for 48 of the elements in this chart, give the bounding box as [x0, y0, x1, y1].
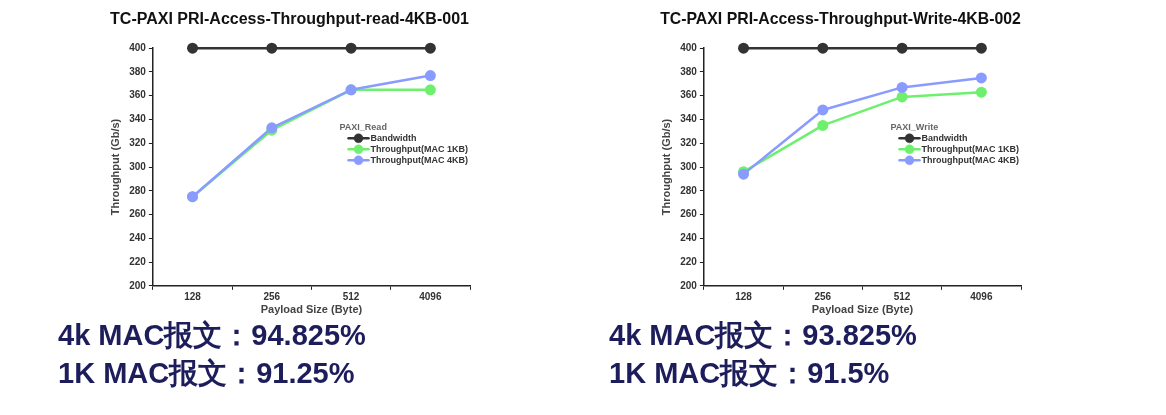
legend-label: Throughput(MAC 4KB) [370, 154, 469, 165]
x-tick-label: 4096 [970, 290, 993, 302]
y-tick-label: 380 [129, 65, 147, 77]
legend-label: Throughput(MAC 4KB) [921, 154, 1020, 165]
x-tick-label: 4096 [419, 290, 442, 302]
x-axis-title: Payload Size (Byte) [811, 303, 914, 316]
legend-label: Throughput(MAC 1KB) [370, 143, 469, 154]
x-tick-label: 128 [184, 290, 202, 302]
y-tick-label: 200 [129, 279, 147, 291]
x-axis-title: Payload Size (Byte) [260, 303, 363, 316]
y-tick-label: 400 [129, 41, 147, 53]
y-tick-label: 260 [129, 208, 147, 220]
y-tick-label: 360 [129, 89, 147, 101]
y-tick-label: 240 [680, 232, 698, 244]
y-tick-label: 320 [680, 136, 698, 148]
text: 1K MAC报文：91.25% [58, 357, 355, 389]
x-tick-label: 512 [342, 290, 360, 302]
x-tick-label: 128 [735, 290, 753, 302]
y-tick-label: 400 [680, 41, 698, 53]
y-tick-label: 380 [680, 65, 698, 77]
chart-title: TC-PAXI PRI-Access-Throughput-read-4KB-001 [110, 10, 470, 28]
y-tick-label: 220 [680, 255, 698, 267]
y-tick-label: 340 [129, 113, 147, 125]
y-tick-label: 340 [680, 113, 698, 125]
x-tick-label: 256 [263, 290, 281, 302]
legend-title: PAXI_Write [890, 121, 939, 132]
y-tick-label: 220 [129, 255, 147, 267]
y-tick-label: 280 [680, 184, 698, 196]
text: 4k MAC报文：94.825% [58, 319, 366, 351]
legend-label: Bandwidth [921, 132, 968, 143]
y-axis-title: Throughput (Gb/s) [659, 118, 672, 216]
y-tick-label: 200 [680, 279, 698, 291]
text: 4k MAC报文：93.825% [609, 319, 917, 351]
x-tick-label: 256 [814, 290, 832, 302]
y-tick-label: 300 [129, 160, 147, 172]
legend-title: PAXI_Read [339, 121, 387, 132]
y-tick-label: 320 [129, 136, 147, 148]
legend-label: Bandwidth [370, 132, 417, 143]
legend-label: Throughput(MAC 1KB) [921, 143, 1020, 154]
y-axis-title: Throughput (Gb/s) [108, 118, 121, 216]
y-tick-label: 280 [129, 184, 147, 196]
y-tick-label: 300 [680, 160, 698, 172]
x-tick-label: 512 [893, 290, 911, 302]
y-tick-label: 360 [680, 89, 698, 101]
y-tick-label: 240 [129, 232, 147, 244]
text: 1K MAC报文：91.5% [609, 357, 890, 389]
chart-title: TC-PAXI PRI-Access-Throughput-Write-4KB-002 [660, 9, 1022, 28]
y-tick-label: 260 [680, 208, 698, 220]
